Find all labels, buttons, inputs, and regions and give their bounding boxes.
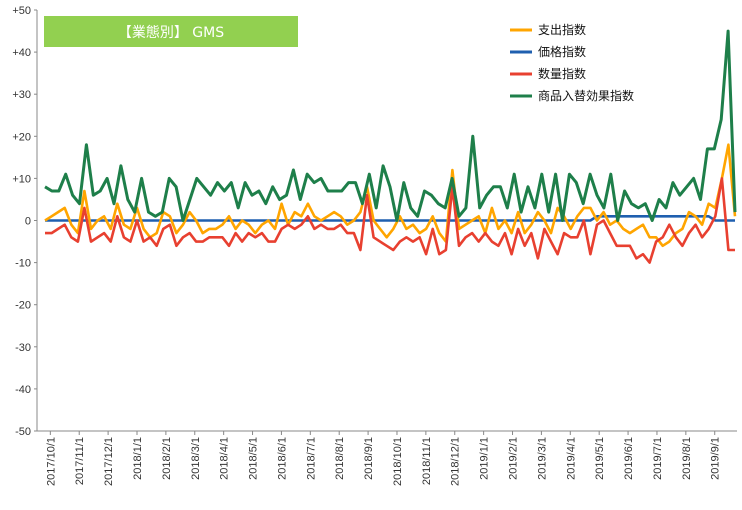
x-tick-label: 2018/6/1: [276, 437, 288, 480]
legend-label: 商品入替効果指数: [538, 88, 634, 103]
x-tick-label: 2019/2/1: [508, 437, 520, 480]
x-tick-label: 2018/2/1: [161, 437, 173, 480]
x-tick-label: 2017/11/1: [74, 437, 86, 485]
chart-title: 【業態別】 GMS: [118, 25, 224, 41]
x-tick-label: 2018/12/1: [450, 437, 462, 486]
x-tick-label: 2018/7/1: [305, 437, 317, 480]
series-line-3: [44, 29, 737, 222]
x-tick-labels: 2017/10/1 2017/11/1 2017/12/1 2018/1/1 2018/…: [45, 431, 722, 486]
x-tick-label: 2018/1/1: [132, 437, 144, 480]
x-tick-label: 2019/8/1: [681, 437, 693, 480]
legend-label: 支出指数: [538, 22, 586, 37]
x-tick-label: 2019/6/1: [623, 437, 635, 480]
x-tick-label: 2019/1/1: [479, 437, 491, 480]
x-tick-label: 2018/5/1: [248, 437, 260, 480]
y-tick-label: +10: [12, 173, 31, 185]
series-group: [44, 29, 737, 264]
series-line-0: [44, 143, 737, 248]
y-tick-label: -50: [15, 426, 31, 438]
x-tick-label: 2019/4/1: [565, 437, 577, 480]
chart-title-background: [44, 16, 298, 47]
y-tick-label: -10: [15, 258, 31, 270]
x-tick-label: 2018/3/1: [190, 437, 202, 480]
y-tick-label: +30: [12, 89, 31, 101]
legend-label: 価格指数: [538, 44, 586, 59]
y-tick-label: -40: [15, 384, 31, 396]
legend-label: 数量指数: [538, 66, 586, 81]
x-tick-label: 2018/11/1: [421, 437, 433, 485]
x-tick-label: 2019/3/1: [536, 437, 548, 480]
y-tick-label: -20: [15, 300, 31, 312]
chart-title-box: 【業態別】 GMS: [44, 16, 298, 47]
y-tick-labels: +50 +40 +30 +20 +10 0 -10 -20 -30 -40 -50: [12, 5, 37, 438]
x-tick-label: 2019/7/1: [652, 437, 664, 480]
y-tick-label: 0: [25, 216, 31, 228]
x-tick-label: 2019/5/1: [594, 437, 606, 480]
x-tick-label: 2019/9/1: [710, 437, 722, 480]
x-tick-label: 2017/10/1: [45, 437, 57, 486]
y-tick-label: +50: [12, 5, 31, 17]
x-tick-label: 2018/8/1: [334, 437, 346, 480]
x-tick-label: 2017/12/1: [103, 437, 115, 486]
x-tick-label: 2018/9/1: [363, 437, 375, 480]
x-tick-label: 2018/4/1: [219, 437, 231, 480]
y-tick-label: +40: [12, 47, 31, 59]
x-tick-label: 2018/10/1: [392, 437, 404, 486]
y-tick-label: -30: [15, 342, 31, 354]
y-tick-label: +20: [12, 131, 31, 143]
series-line-2: [45, 177, 735, 264]
